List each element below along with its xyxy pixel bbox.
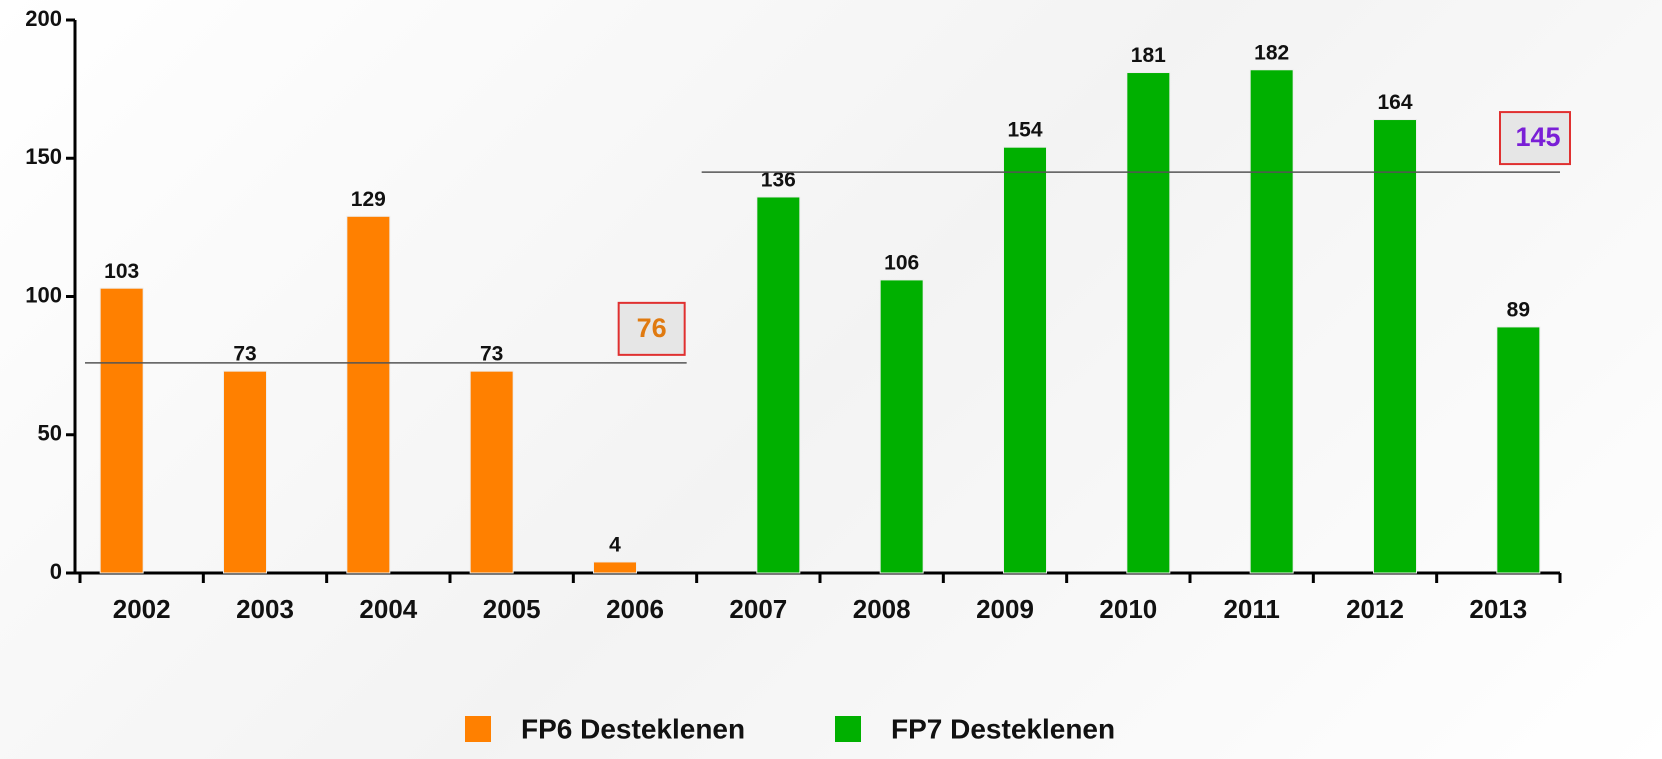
value-label: 181	[1131, 44, 1166, 67]
average-box	[617, 301, 686, 356]
x-tick-label: 2006	[606, 594, 664, 624]
value-label: 129	[351, 188, 386, 211]
y-tick-label: 150	[25, 144, 62, 169]
x-tick-label: 2005	[483, 594, 541, 624]
bar	[469, 370, 514, 574]
x-tick-label: 2013	[1469, 594, 1527, 624]
bar	[223, 370, 267, 574]
x-tick-label: 2002	[113, 594, 171, 624]
bar	[346, 215, 391, 574]
bar	[1003, 146, 1047, 574]
bar	[1496, 326, 1541, 574]
x-tick-label: 2009	[976, 594, 1034, 624]
average-label: 145	[1515, 122, 1560, 152]
average-label: 76	[637, 313, 667, 343]
bar	[1373, 119, 1417, 574]
value-label: 73	[233, 343, 256, 366]
legend-label: FP7 Desteklenen	[891, 713, 1115, 744]
bar	[99, 287, 144, 574]
value-label: 154	[1007, 119, 1042, 142]
x-tick-label: 2008	[853, 594, 911, 624]
y-tick-label: 0	[50, 559, 62, 584]
y-tick-label: 100	[25, 282, 62, 307]
value-label: 164	[1377, 91, 1412, 114]
value-label: 103	[104, 260, 139, 283]
x-tick-label: 2012	[1346, 594, 1404, 624]
bar	[1126, 72, 1171, 574]
y-tick-label: 50	[38, 421, 62, 446]
x-tick-label: 2010	[1099, 594, 1157, 624]
x-tick-label: 2007	[729, 594, 787, 624]
value-label: 89	[1507, 298, 1530, 321]
legend-swatch	[835, 716, 861, 742]
value-label: 4	[609, 533, 621, 556]
bar	[756, 196, 801, 574]
x-tick-label: 2004	[359, 594, 417, 624]
legend-swatch	[465, 716, 491, 742]
value-label: 182	[1254, 41, 1289, 64]
bar	[593, 561, 637, 574]
average-box	[1499, 111, 1571, 166]
x-tick-label: 2003	[236, 594, 294, 624]
bar	[879, 279, 924, 574]
legend-label: FP6 Desteklenen	[521, 713, 745, 744]
value-label: 106	[884, 251, 919, 274]
value-label: 73	[480, 343, 503, 366]
y-tick-label: 200	[25, 6, 62, 31]
x-tick-label: 2011	[1223, 594, 1279, 624]
bar	[1249, 69, 1294, 574]
value-label: 136	[761, 169, 796, 192]
